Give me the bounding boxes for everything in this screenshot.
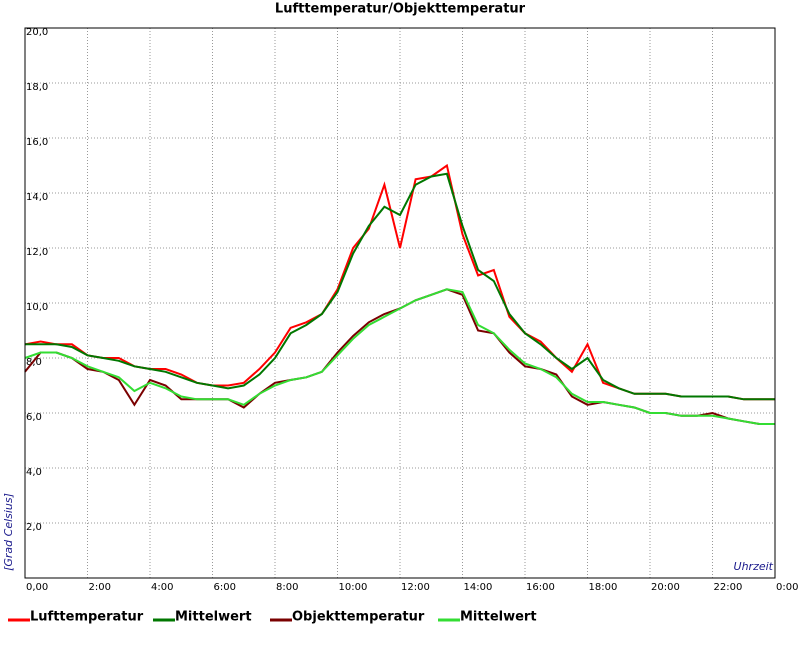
legend-label: Mittelwert [460,610,537,625]
y-tick-label: 10,0 [26,302,48,313]
x-tick-label: 16:00 [526,582,555,593]
x-tick-label: 10:00 [339,582,368,593]
legend-label: Lufttemperatur [30,610,144,625]
series-line [24,288,775,425]
x-tick-label: 18:00 [589,582,618,593]
y-tick-label: 12,0 [26,247,48,258]
y-tick-label: 2,0 [26,522,42,533]
legend: Lufttemperatur Mittelwert Objekttemperatur… [8,610,537,625]
legend-label: Objekttemperatur [292,610,425,625]
x-tick-label: 12:00 [401,582,430,593]
x-tick-label: 20:00 [651,582,680,593]
x-tick-label: 8:00 [276,582,298,593]
y-tick-label: 14,0 [26,192,48,203]
legend-label: Mittelwert [175,610,252,625]
series-line [25,172,775,401]
y-tick-label: 20,0 [26,27,48,38]
x-tick-label: 2:00 [89,582,111,593]
x-tick-label: 22:00 [714,582,743,593]
x-tick-label: 0,00 [26,582,48,593]
x-axis-label: Uhrzeit [734,560,774,573]
plot-frame [24,27,776,579]
x-tick-label: 0:00 [776,582,798,593]
y-tick-label: 18,0 [26,82,48,93]
y-tick-label: 16,0 [26,137,48,148]
y-tick-label: 8,0 [26,357,42,368]
y-axis-label: [Grad Celsius] [2,493,15,571]
plot [24,163,775,425]
chart-title: Lufttemperatur/Objekttemperatur [275,2,526,17]
x-tick-label: 6:00 [214,582,236,593]
x-tick-label: 4:00 [151,582,173,593]
y-tick-label: 6,0 [26,412,42,423]
y-tick-label: 4,0 [26,467,42,478]
x-tick-label: 14:00 [464,582,493,593]
